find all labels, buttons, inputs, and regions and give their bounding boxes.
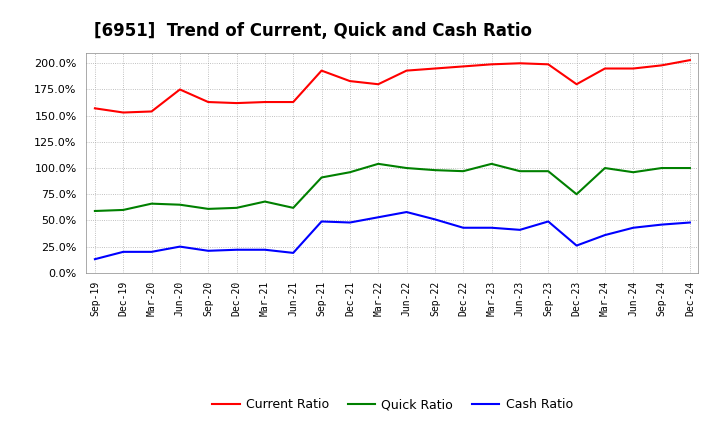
Quick Ratio [685,165,694,171]
Current Ratio [318,68,326,73]
Current Ratio [459,64,467,69]
Current Ratio [600,66,609,71]
Quick Ratio [402,165,411,171]
Current Ratio [544,62,552,67]
Cash Ratio [318,219,326,224]
Current Ratio [402,68,411,73]
Quick Ratio [459,169,467,174]
Cash Ratio [572,243,581,248]
Cash Ratio [402,209,411,215]
Quick Ratio [346,169,354,175]
Cash Ratio [233,247,241,253]
Cash Ratio [459,225,467,231]
Current Ratio [657,63,666,68]
Quick Ratio [600,165,609,171]
Current Ratio [233,100,241,106]
Current Ratio [119,110,127,115]
Quick Ratio [176,202,184,207]
Current Ratio [374,81,382,87]
Text: [6951]  Trend of Current, Quick and Cash Ratio: [6951] Trend of Current, Quick and Cash … [94,22,531,40]
Current Ratio [148,109,156,114]
Cash Ratio [346,220,354,225]
Quick Ratio [318,175,326,180]
Quick Ratio [148,201,156,206]
Quick Ratio [261,199,269,204]
Current Ratio [261,99,269,105]
Quick Ratio [431,168,439,173]
Current Ratio [204,99,212,105]
Quick Ratio [204,206,212,212]
Legend: Current Ratio, Quick Ratio, Cash Ratio: Current Ratio, Quick Ratio, Cash Ratio [207,393,577,416]
Cash Ratio [544,219,552,224]
Current Ratio [289,99,297,105]
Cash Ratio [657,222,666,227]
Current Ratio [629,66,637,71]
Quick Ratio [629,169,637,175]
Cash Ratio [148,249,156,254]
Cash Ratio [289,250,297,256]
Current Ratio [176,87,184,92]
Cash Ratio [629,225,637,231]
Cash Ratio [685,220,694,225]
Cash Ratio [119,249,127,254]
Current Ratio [516,61,524,66]
Quick Ratio [289,205,297,210]
Cash Ratio [431,217,439,222]
Current Ratio [91,106,99,111]
Line: Quick Ratio: Quick Ratio [95,164,690,211]
Quick Ratio [487,161,496,166]
Current Ratio [685,58,694,63]
Cash Ratio [600,232,609,238]
Quick Ratio [544,169,552,174]
Current Ratio [572,81,581,87]
Line: Cash Ratio: Cash Ratio [95,212,690,259]
Cash Ratio [374,215,382,220]
Cash Ratio [204,248,212,253]
Quick Ratio [657,165,666,171]
Current Ratio [431,66,439,71]
Quick Ratio [233,205,241,210]
Quick Ratio [119,207,127,213]
Cash Ratio [176,244,184,249]
Quick Ratio [374,161,382,166]
Quick Ratio [572,191,581,197]
Cash Ratio [261,247,269,253]
Quick Ratio [91,209,99,214]
Current Ratio [487,62,496,67]
Line: Current Ratio: Current Ratio [95,60,690,113]
Cash Ratio [516,227,524,232]
Quick Ratio [516,169,524,174]
Current Ratio [346,78,354,84]
Cash Ratio [91,257,99,262]
Cash Ratio [487,225,496,231]
